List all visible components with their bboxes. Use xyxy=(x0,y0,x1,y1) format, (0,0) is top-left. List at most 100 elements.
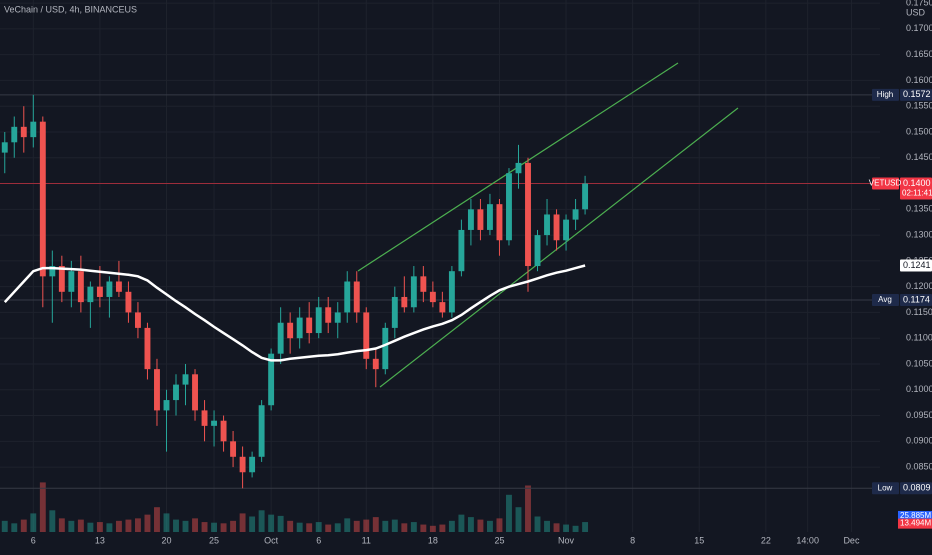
candle-body xyxy=(1,142,8,153)
y-tick-label: 0.1750 xyxy=(906,0,932,7)
candle-body xyxy=(439,302,446,313)
candle-body xyxy=(230,441,237,457)
y-tick-label: 0.1450 xyxy=(906,152,932,162)
y-tick-label: 0.1350 xyxy=(906,204,932,214)
candle-body xyxy=(382,327,389,370)
price-badge-label: 0.1572 xyxy=(903,89,931,99)
volume-bar xyxy=(515,507,522,532)
candle-body xyxy=(553,214,560,241)
price-tag-label: Low xyxy=(878,483,893,492)
price-tag xyxy=(872,482,899,495)
volume-bar xyxy=(277,515,284,532)
volume-bar xyxy=(420,524,427,532)
candle-body xyxy=(239,456,246,473)
x-tick-label: Nov xyxy=(558,535,575,545)
candle-body xyxy=(11,126,18,143)
candle-body xyxy=(401,296,408,308)
volume-bar xyxy=(401,523,408,532)
candle-body xyxy=(220,420,227,442)
candle-body xyxy=(77,271,84,303)
candle-body xyxy=(325,307,332,323)
x-tick-label: Oct xyxy=(264,535,279,545)
volume-bar xyxy=(315,522,322,532)
candle-body xyxy=(572,209,579,220)
volume-bar xyxy=(87,522,94,532)
y-tick-label: 0.1000 xyxy=(906,384,932,394)
moving-average xyxy=(3,264,586,362)
chart-title: VeChain / USD, 4h, BINANCEUS xyxy=(4,4,137,14)
volume-bar xyxy=(553,523,560,532)
y-tick-label: 0.0850 xyxy=(906,461,932,471)
volume-bar xyxy=(77,519,84,532)
candle-body xyxy=(334,312,341,323)
y-tick-label: 0.1300 xyxy=(906,229,932,239)
volume-bar xyxy=(296,522,303,532)
price-tag xyxy=(872,177,899,190)
volume-badge xyxy=(898,518,932,529)
candle-body xyxy=(363,312,370,359)
volume-bar xyxy=(372,517,379,532)
volume-bar xyxy=(410,522,417,532)
price-badge xyxy=(900,177,932,200)
volume-bar xyxy=(544,520,550,532)
volume-bar xyxy=(134,518,141,532)
candle-body xyxy=(467,209,474,230)
volume-bar xyxy=(363,519,370,532)
volume-bar xyxy=(182,520,189,532)
volume-bar xyxy=(572,525,579,532)
candle-body xyxy=(563,219,570,241)
volume-bar xyxy=(287,520,294,532)
price-tag-label: Avg xyxy=(878,295,892,304)
volume-bar xyxy=(144,514,151,532)
price-badge xyxy=(900,259,932,272)
volume-bar xyxy=(68,520,75,532)
candle-body xyxy=(477,209,484,230)
candle-body xyxy=(115,281,122,292)
x-tick-label: Dec xyxy=(843,535,860,545)
candle-body xyxy=(201,410,208,426)
candle-body xyxy=(68,271,75,292)
candle-body xyxy=(372,358,379,370)
candles xyxy=(1,94,589,489)
y-tick-label: 0.1600 xyxy=(906,75,932,85)
y-tick-label: 0.1200 xyxy=(906,281,932,291)
candle-body xyxy=(582,183,589,210)
x-tick-label: 11 xyxy=(362,535,371,545)
volume-bar xyxy=(496,518,503,532)
volume-bar xyxy=(563,524,570,532)
volume-bar xyxy=(258,510,265,532)
candle-body xyxy=(144,327,151,370)
candle-body xyxy=(486,204,493,230)
candle-body xyxy=(106,281,113,297)
x-tick-label: 25 xyxy=(209,535,219,545)
candle-body xyxy=(49,266,56,277)
y-tick-label: 0.1500 xyxy=(906,126,932,136)
candle-body xyxy=(391,296,398,328)
x-tick-label: 6 xyxy=(31,535,36,545)
volume-bar xyxy=(353,520,360,532)
candle-body xyxy=(515,162,522,174)
y-tick-label: 0.1150 xyxy=(906,307,932,317)
volume-bar xyxy=(239,513,246,532)
price-badge-label: 0.1400 xyxy=(903,178,931,188)
volume-bar xyxy=(96,522,103,532)
y-tick-label: 0.1100 xyxy=(906,333,932,343)
volume-bar xyxy=(1,520,8,532)
volume-bar xyxy=(477,519,484,532)
volume-pane xyxy=(1,482,589,532)
volume-badge-label: 13.494M xyxy=(900,519,931,528)
volume-bar xyxy=(230,520,237,532)
x-tick-label: 14:00 xyxy=(796,535,819,545)
volume-bar xyxy=(249,516,256,532)
candle-body xyxy=(496,204,503,241)
volume-bar xyxy=(382,520,389,532)
volume-bar xyxy=(115,520,122,532)
volume-bar xyxy=(268,514,275,532)
volume-bar xyxy=(582,522,589,532)
candle-body xyxy=(353,281,360,313)
price-badge xyxy=(900,88,932,101)
candle-body xyxy=(296,317,303,339)
volume-bar xyxy=(325,524,332,532)
